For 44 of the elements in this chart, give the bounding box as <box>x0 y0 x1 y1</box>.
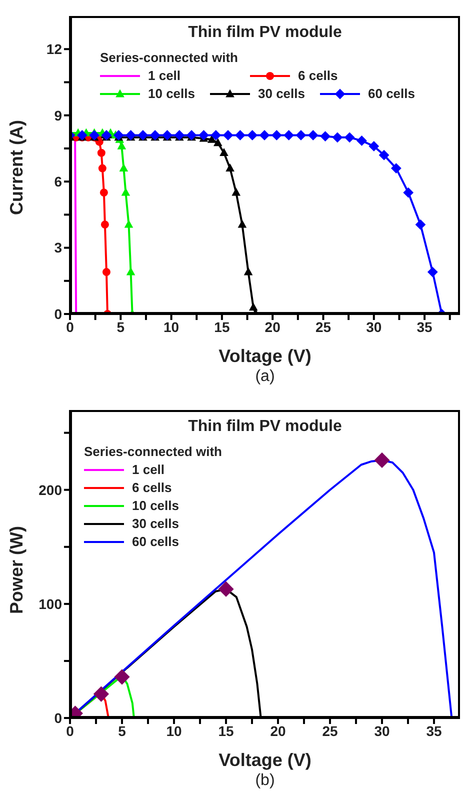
legend-label: 60 cells <box>368 86 415 101</box>
x-tick-label: 5 <box>118 722 126 739</box>
legend-label: 6 cells <box>132 480 172 495</box>
x-tick-label: 15 <box>214 318 230 335</box>
x-tick-label: 0 <box>66 722 74 739</box>
text: Thin film PV module <box>187 418 343 436</box>
x-tick-label: 10 <box>166 722 182 739</box>
y-tick-label: 100 <box>38 596 62 612</box>
x-axis-title: Voltage (V) <box>218 346 312 366</box>
x-tick-label: 5 <box>116 318 125 335</box>
legend-title: Series-connected with <box>84 444 223 459</box>
y-tick-label: 9 <box>54 107 62 124</box>
x-tick-label: 20 <box>270 722 286 739</box>
y-axis-title: Power (W) <box>6 526 26 614</box>
x-tick-label: 30 <box>374 722 390 739</box>
legend-label: 6 cells <box>298 68 338 83</box>
x-tick-label: 0 <box>66 318 74 335</box>
x-tick-label: 35 <box>426 722 442 739</box>
legend-label: 30 cells <box>258 86 305 101</box>
x-tick-label: 30 <box>366 318 382 335</box>
y-tick-label: 6 <box>54 174 62 190</box>
legend-title: Series-connected with <box>100 50 239 65</box>
text: (a) <box>255 368 275 385</box>
x-tick-label: 35 <box>416 318 433 335</box>
y-axis-title: Current (A) <box>6 120 26 215</box>
y-tick-label: 3 <box>54 240 62 256</box>
legend-label: 30 cells <box>132 516 179 531</box>
x-tick-label: 25 <box>322 722 338 739</box>
legend-label: 1 cell <box>132 462 165 477</box>
y-tick-label: 0 <box>54 710 62 726</box>
text: Thin film PV module <box>187 24 343 42</box>
x-axis-title: Voltage (V) <box>218 750 312 770</box>
legend-label: 1 cell <box>148 68 181 83</box>
legend-label: 10 cells <box>148 86 195 101</box>
x-tick-label: 10 <box>164 318 180 335</box>
text: (b) <box>255 772 275 789</box>
legend-label: 60 cells <box>132 534 179 549</box>
x-tick-label: 25 <box>315 318 332 335</box>
y-tick-label: 12 <box>46 41 62 58</box>
y-tick-label: 200 <box>38 482 62 498</box>
legend-label: 10 cells <box>132 498 179 513</box>
y-tick-label: 0 <box>54 306 62 322</box>
x-tick-label: 15 <box>218 722 234 739</box>
x-tick-label: 20 <box>264 318 281 335</box>
